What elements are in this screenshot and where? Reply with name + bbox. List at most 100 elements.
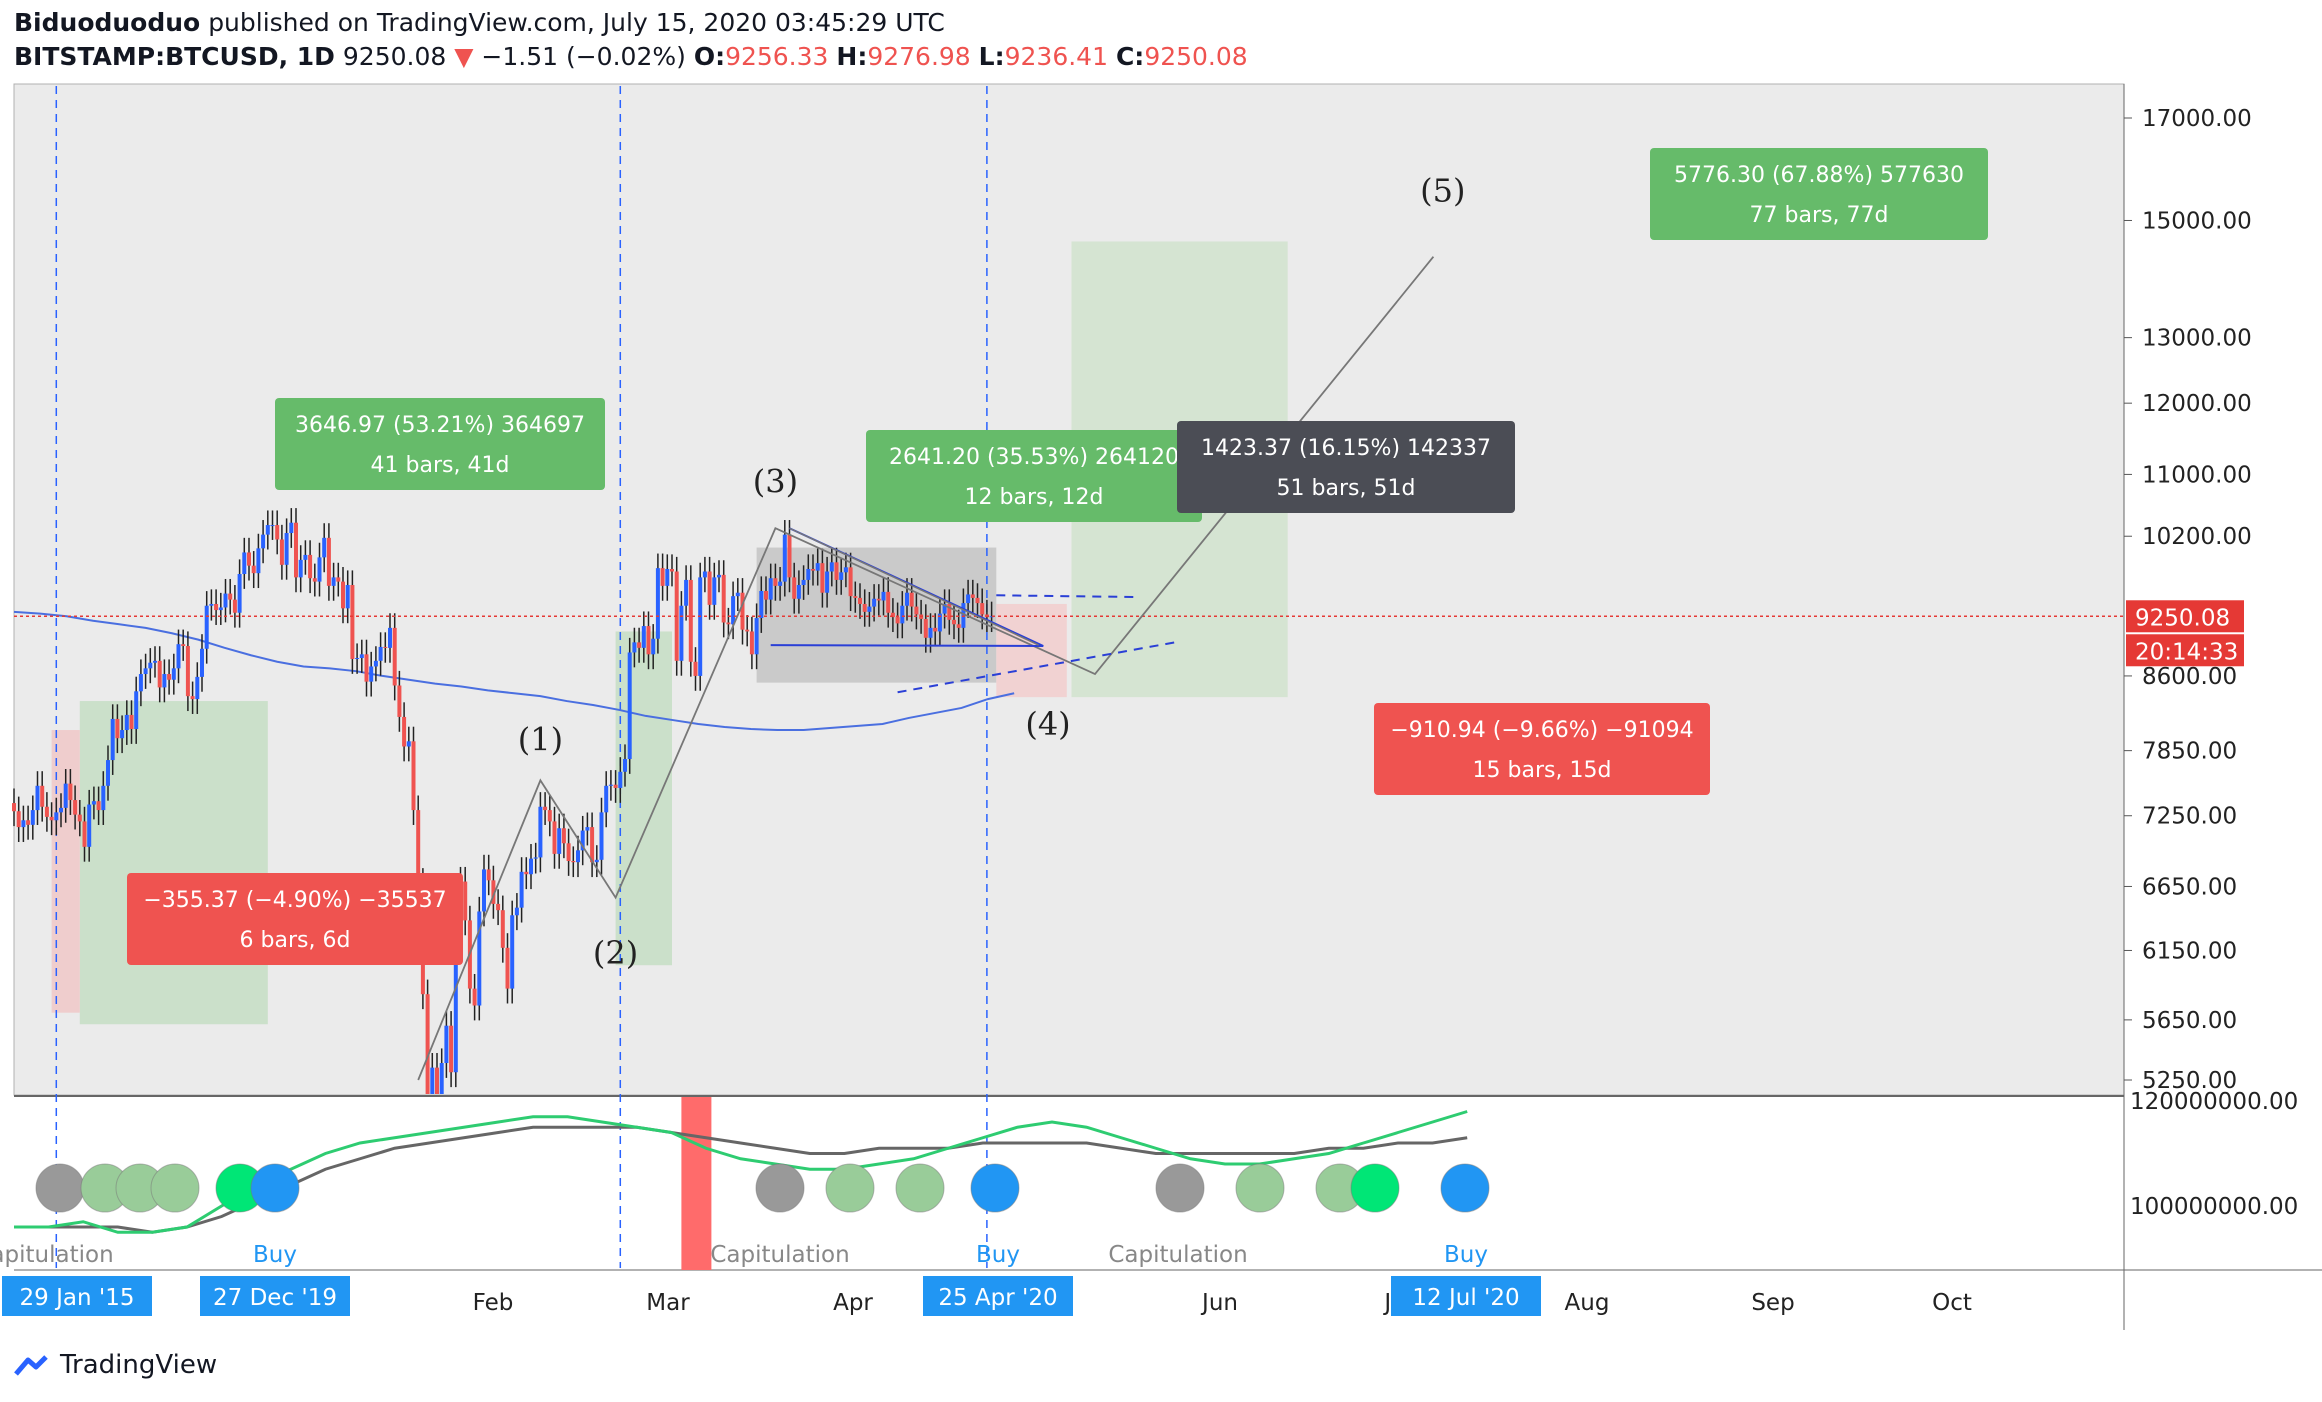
candle-body <box>928 627 933 638</box>
candle-body <box>641 626 646 648</box>
candle-body <box>825 571 830 593</box>
candle-body <box>862 603 867 612</box>
candle <box>265 510 270 550</box>
candle <box>148 648 153 684</box>
candle <box>787 520 792 593</box>
candle <box>811 554 815 586</box>
candle-body <box>232 599 237 613</box>
candle <box>693 647 698 691</box>
candle-body <box>514 907 519 916</box>
brand-name[interactable]: TradingView <box>60 1350 218 1380</box>
candle-body <box>829 562 834 572</box>
time-highlight-label: 29 Jan '15 <box>20 1285 135 1311</box>
candle <box>425 979 430 1094</box>
candle <box>411 726 416 825</box>
candle-body <box>402 716 407 747</box>
candle <box>124 700 129 745</box>
candle <box>270 510 275 540</box>
candle <box>801 565 806 600</box>
candle-body <box>167 674 172 680</box>
candle <box>59 793 63 828</box>
candle <box>754 603 759 670</box>
candle <box>68 769 73 815</box>
candle <box>486 854 491 896</box>
candle-body <box>989 616 994 618</box>
candle <box>312 563 317 597</box>
candle-body <box>529 858 533 875</box>
candle <box>627 637 632 774</box>
candle <box>702 556 707 593</box>
candle-body <box>890 612 895 618</box>
indicator-label: Buy <box>976 1242 1020 1268</box>
candle-body <box>717 574 721 578</box>
candle <box>77 799 82 837</box>
price-axis[interactable]: 17000.00 15000.00 13000.00 12000.00 11000.00… <box>2124 106 2252 1094</box>
candle <box>176 629 181 684</box>
candle <box>698 562 703 691</box>
wave-label: (1) <box>518 721 563 759</box>
candle-body <box>181 644 186 647</box>
candle <box>764 576 768 615</box>
candle-body <box>693 661 698 676</box>
candle-body <box>547 810 552 822</box>
candle-body <box>811 568 815 571</box>
candle <box>331 562 336 601</box>
candle-body <box>834 562 839 580</box>
candle-body <box>96 801 101 811</box>
candle-body <box>740 592 745 630</box>
candle-body <box>773 578 778 586</box>
candle-body <box>505 947 510 989</box>
low-value: 9236.41 <box>1004 42 1108 71</box>
candle-body <box>298 559 303 578</box>
candle <box>106 745 110 801</box>
measure-label-box <box>1374 703 1710 795</box>
candle-body <box>942 603 947 614</box>
price-tick-label: 6150.00 <box>2142 938 2237 964</box>
time-tick-label: Mar <box>646 1290 690 1316</box>
candle-body <box>576 850 580 863</box>
candle-body <box>608 784 613 786</box>
candle <box>232 585 237 628</box>
candle <box>561 813 566 859</box>
wave-label: (4) <box>1025 705 1070 743</box>
tradingview-logo-icon <box>14 1355 48 1376</box>
candle-body <box>561 828 566 844</box>
candle <box>402 702 407 762</box>
indicator-tick-label: 120000000.00 <box>2130 1089 2298 1115</box>
time-axis[interactable]: 29 Jan '15 27 Dec '19 Feb Mar Apr 25 Apr '20 J… <box>2 1276 1972 1316</box>
candle <box>956 609 961 643</box>
candle-body <box>815 563 820 571</box>
candle <box>895 602 900 639</box>
candle-body <box>359 654 364 659</box>
candle-body <box>961 603 966 628</box>
last-price-badge <box>2126 600 2244 633</box>
symbol-label[interactable]: BITSTAMP:BTCUSD, 1D <box>14 42 335 71</box>
candle <box>566 828 571 876</box>
measure-label-line1: 1423.37 (16.15%) 142337 <box>1201 436 1491 461</box>
candle <box>947 589 952 635</box>
candle-body <box>392 627 397 686</box>
indicator-label: Capitulation <box>0 1242 114 1268</box>
candle <box>707 556 712 620</box>
last-price: 9250.08 <box>342 42 447 71</box>
candle <box>73 785 78 830</box>
candle-body <box>726 622 731 625</box>
candle-body <box>270 525 275 527</box>
candle-body <box>195 676 200 700</box>
candle-body <box>308 554 313 579</box>
signal-circle <box>1350 1163 1400 1213</box>
candle <box>905 578 909 621</box>
measure-label-line2: 15 bars, 15d <box>1473 758 1612 783</box>
open-label: O: <box>693 42 726 71</box>
moving-average <box>13 610 1015 732</box>
candle-body <box>876 598 881 601</box>
candle-body <box>378 646 383 661</box>
candle-body <box>294 522 298 578</box>
author-name[interactable]: Biduoduoduo <box>14 8 201 37</box>
candle <box>261 520 266 564</box>
high-value: 9276.98 <box>867 42 971 71</box>
candle <box>341 567 345 624</box>
candle <box>435 1053 439 1094</box>
candle-body <box>665 568 670 586</box>
